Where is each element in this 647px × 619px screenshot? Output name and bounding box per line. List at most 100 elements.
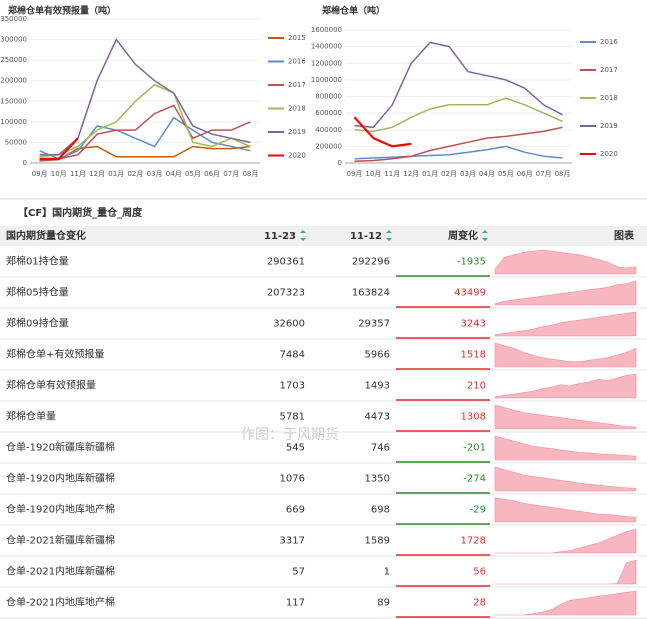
x-tick-label: 06月 xyxy=(517,170,533,178)
row-name: 郑棉仓单有效预报量 xyxy=(6,379,96,392)
y-tick-label: 200000 xyxy=(315,142,342,150)
series-line xyxy=(39,145,251,162)
series-line xyxy=(39,38,251,156)
series-line xyxy=(354,41,563,129)
y-tick-label: 1200000 xyxy=(311,59,342,67)
x-tick-label: 10月 xyxy=(365,170,381,178)
y-tick-label: 1400000 xyxy=(311,43,342,51)
y-tick-label: 400000 xyxy=(315,126,342,134)
series-line xyxy=(39,83,251,158)
x-tick-label: 01月 xyxy=(108,170,124,178)
x-tick-label: 10月 xyxy=(51,170,67,178)
header: 国内期货量仓变化 xyxy=(6,229,86,242)
x-tick-label: 04月 xyxy=(479,170,495,178)
x-tick-label: 12月 xyxy=(89,170,105,178)
x-tick-label: 09月 xyxy=(32,170,48,178)
legend-label: 2016 xyxy=(600,38,618,46)
cell: 5966 xyxy=(365,350,390,361)
cell: 89 xyxy=(377,598,390,609)
cell: 669 xyxy=(286,505,305,516)
cell: 29357 xyxy=(358,319,390,330)
x-tick-label: 11月 xyxy=(384,170,400,178)
series-line xyxy=(39,104,251,162)
sparkline xyxy=(494,435,637,461)
cell: 1076 xyxy=(280,474,305,485)
x-tick-label: 11月 xyxy=(70,170,86,178)
sort-icons[interactable] xyxy=(300,230,488,241)
sparkline xyxy=(495,590,637,616)
sparkline xyxy=(494,497,637,523)
cell: 290361 xyxy=(267,257,305,268)
x-tick-label: 05月 xyxy=(498,170,514,178)
change: -201 xyxy=(463,443,486,454)
change: 210 xyxy=(467,381,486,392)
chart-title: 郑棉仓单有效预报量（吨） xyxy=(8,5,116,17)
y-tick-label: 0 xyxy=(23,159,27,167)
cell: 163824 xyxy=(352,288,390,299)
y-tick-label: 600000 xyxy=(315,109,342,117)
x-tick-label: 09月 xyxy=(346,170,362,178)
x-tick-label: 12月 xyxy=(403,170,419,178)
header: 11-12 xyxy=(350,231,382,242)
header: 图表 xyxy=(614,229,635,242)
y-tick-label: 150000 xyxy=(0,97,27,105)
x-tick-label: 03月 xyxy=(460,170,476,178)
sparkline xyxy=(495,528,637,554)
legend-label: 2017 xyxy=(600,66,618,74)
row-name: 郑棉01持仓量 xyxy=(6,255,69,268)
y-tick-label: 350000 xyxy=(0,15,27,23)
cell: 746 xyxy=(371,443,390,454)
legend-label: 2018 xyxy=(600,94,618,102)
sparkline xyxy=(494,311,637,337)
x-tick-label: 08月 xyxy=(555,170,571,178)
cell: 7484 xyxy=(280,350,305,361)
legend-label: 2019 xyxy=(600,122,618,130)
y-tick-label: 1600000 xyxy=(311,26,342,34)
x-tick-label: 02月 xyxy=(127,170,143,178)
legend-label: 2016 xyxy=(288,58,306,66)
series-line xyxy=(39,137,79,160)
x-tick-label: 07月 xyxy=(536,170,552,178)
legend-label: 2015 xyxy=(288,34,306,42)
cell: 32600 xyxy=(273,319,305,330)
y-tick-label: 300000 xyxy=(0,36,27,44)
row-name: 郑棉09持仓量 xyxy=(6,317,69,330)
sparkline xyxy=(494,342,637,368)
cell: 545 xyxy=(286,443,305,454)
change: 1728 xyxy=(461,536,486,547)
series-line xyxy=(39,116,251,160)
row-name: 仓单-2021内地库地产棉 xyxy=(6,596,115,609)
x-tick-label: 01月 xyxy=(422,170,438,178)
cell: 1589 xyxy=(365,536,390,547)
change: 3243 xyxy=(461,319,486,330)
x-tick-label: 06月 xyxy=(204,170,220,178)
row-name: 郑棉05持仓量 xyxy=(6,286,69,299)
change: 56 xyxy=(473,567,486,578)
row-name: 仓单-1920内地库地产棉 xyxy=(6,503,115,516)
cell: 1703 xyxy=(280,381,305,392)
series-line xyxy=(354,145,563,160)
sparkline xyxy=(494,466,637,492)
legend-label: 2020 xyxy=(600,150,618,158)
table-title: 【CF】国内期货_量仓_周度 xyxy=(18,206,143,219)
cell: 57 xyxy=(292,567,305,578)
cell: 3317 xyxy=(280,536,305,547)
y-tick-label: 200000 xyxy=(0,77,27,85)
row-name: 仓单-1920新疆库新疆棉 xyxy=(6,441,115,454)
cell: 117 xyxy=(286,598,305,609)
cell: 1350 xyxy=(365,474,390,485)
y-tick-label: 100000 xyxy=(0,118,27,126)
sparkline xyxy=(494,404,637,430)
y-tick-label: 250000 xyxy=(0,56,27,64)
cell: 1493 xyxy=(365,381,390,392)
cell: 292296 xyxy=(352,257,390,268)
legend-label: 2020 xyxy=(288,152,306,160)
row-name: 仓单-2021内地库新疆棉 xyxy=(6,565,115,578)
x-tick-label: 04月 xyxy=(166,170,182,178)
series-line xyxy=(354,97,563,133)
change: -274 xyxy=(463,474,486,485)
change: 28 xyxy=(473,598,486,609)
legend-label: 2017 xyxy=(288,81,306,89)
y-tick-label: 800000 xyxy=(315,93,342,101)
